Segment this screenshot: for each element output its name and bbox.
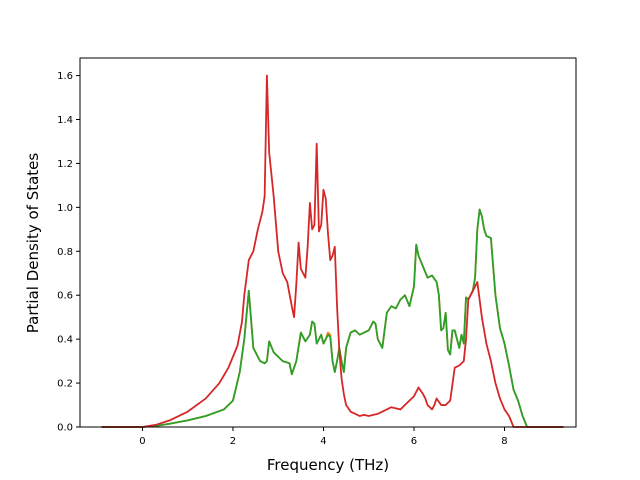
x-tick-label: 0 (139, 436, 145, 447)
y-tick-label: 1.0 (57, 203, 73, 214)
x-tick-label: 4 (320, 436, 326, 447)
series-line-2 (101, 74, 564, 428)
y-tick-label: 0.2 (57, 379, 73, 390)
x-tick-label: 2 (230, 436, 236, 447)
axes-frame (79, 57, 577, 428)
x-tick-label: 8 (501, 436, 507, 447)
y-tick-label: 1.4 (57, 115, 73, 126)
y-tick-label: 0.8 (57, 247, 73, 258)
y-tick-label: 0.0 (57, 423, 73, 434)
y-tick-label: 1.2 (57, 159, 73, 170)
y-ticks: 0.0 0.2 0.4 0.6 0.8 1.0 1.2 1.4 1.6 (57, 71, 80, 434)
y-axis-label: Partial Density of States (24, 153, 42, 334)
y-tick-label: 0.4 (57, 335, 73, 346)
y-tick-label: 1.6 (57, 71, 73, 82)
x-tick-label: 6 (411, 436, 417, 447)
series-layer (101, 74, 564, 428)
x-axis-label: Frequency (THz) (267, 456, 389, 474)
series-line-1 (101, 208, 564, 428)
x-ticks: 0 2 4 6 8 (139, 427, 508, 447)
y-tick-label: 0.6 (57, 291, 73, 302)
